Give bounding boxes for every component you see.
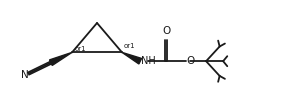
Text: or1: or1 <box>123 43 135 49</box>
Polygon shape <box>122 52 142 64</box>
Text: or1: or1 <box>75 46 87 52</box>
Text: O: O <box>162 26 170 36</box>
Text: N: N <box>21 70 29 80</box>
Text: NH: NH <box>141 56 156 66</box>
Polygon shape <box>49 52 72 65</box>
Text: O: O <box>186 56 195 66</box>
